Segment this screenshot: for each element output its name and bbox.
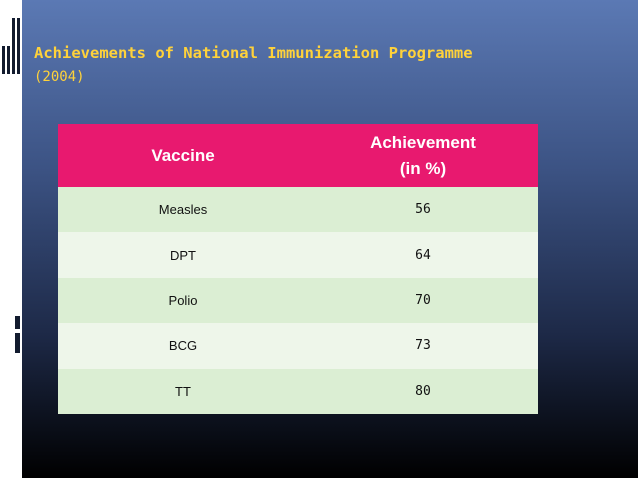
cell-achievement: 56	[308, 187, 538, 233]
strip-mark	[7, 46, 10, 74]
header-achievement-line1: Achievement	[370, 132, 476, 152]
left-decorative-strip	[0, 0, 22, 478]
table-row: Polio 70	[58, 277, 538, 324]
cell-vaccine: Measles	[58, 187, 308, 233]
strip-mark	[2, 46, 5, 74]
table-row: TT 80	[58, 368, 538, 414]
table-row: BCG 73	[58, 323, 538, 369]
cell-vaccine: Polio	[58, 277, 308, 324]
cell-vaccine: DPT	[58, 232, 308, 278]
slide-subtitle: (2004)	[34, 69, 85, 85]
table-row: Measles 56	[58, 187, 538, 233]
cell-achievement: 73	[308, 323, 538, 369]
table-row: DPT 64	[58, 232, 538, 278]
cell-achievement: 70	[308, 277, 538, 324]
slide-title: Achievements of National Immunization Pr…	[34, 44, 473, 62]
strip-mark	[17, 18, 20, 74]
cell-achievement: 64	[308, 232, 538, 278]
strip-mark	[15, 316, 20, 329]
header-achievement: Achievement (in %)	[308, 124, 538, 187]
cell-vaccine: TT	[58, 368, 308, 414]
slide-title-block: Achievements of National Immunization Pr…	[34, 41, 634, 89]
strip-mark	[12, 18, 15, 74]
header-achievement-line2: (in %)	[399, 158, 447, 178]
cell-achievement: 80	[308, 368, 538, 414]
strip-mark	[15, 333, 20, 353]
immunization-table: Vaccine Achievement (in %) Measles 56 DP…	[58, 124, 538, 414]
header-vaccine: Vaccine	[58, 124, 308, 187]
table-header-row: Vaccine Achievement (in %)	[58, 124, 538, 187]
cell-vaccine: BCG	[58, 323, 308, 369]
